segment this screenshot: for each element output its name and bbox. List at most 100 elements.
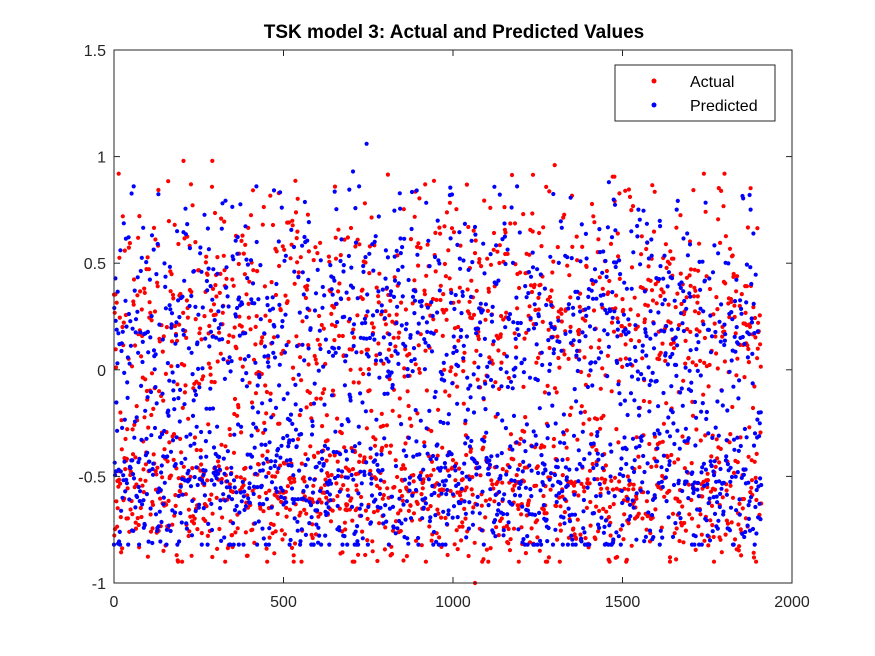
data-point xyxy=(424,200,429,205)
data-point xyxy=(576,296,581,301)
data-point xyxy=(483,407,488,412)
data-point xyxy=(147,459,152,464)
data-point xyxy=(729,358,734,363)
data-point xyxy=(327,259,332,264)
data-point xyxy=(587,324,593,329)
data-point xyxy=(718,446,723,451)
data-point xyxy=(304,405,309,410)
data-point xyxy=(557,365,562,370)
data-point xyxy=(215,546,220,552)
data-point xyxy=(313,357,318,362)
data-point xyxy=(133,317,139,322)
data-point xyxy=(406,403,411,409)
data-point xyxy=(220,201,225,206)
data-point xyxy=(132,419,138,424)
data-point xyxy=(660,341,665,346)
data-point xyxy=(282,496,287,501)
data-point xyxy=(461,258,466,263)
data-point xyxy=(362,201,367,206)
data-point xyxy=(678,516,683,521)
data-point xyxy=(336,473,341,479)
data-point xyxy=(189,350,194,355)
data-point xyxy=(260,453,265,458)
data-point xyxy=(405,389,410,394)
data-point xyxy=(508,444,513,449)
data-point xyxy=(468,294,474,299)
data-point xyxy=(152,309,158,314)
data-point xyxy=(383,322,388,327)
data-point xyxy=(194,424,199,429)
data-point xyxy=(123,436,128,442)
data-point xyxy=(262,344,267,349)
data-point xyxy=(683,338,688,343)
data-point xyxy=(546,555,552,560)
data-point xyxy=(746,360,752,365)
data-point xyxy=(532,512,538,518)
data-point xyxy=(538,488,543,493)
data-point xyxy=(280,319,285,324)
data-point xyxy=(472,224,478,230)
data-point xyxy=(591,441,596,446)
data-point xyxy=(628,307,633,312)
data-point xyxy=(402,374,407,379)
data-point xyxy=(263,383,268,388)
data-point xyxy=(198,251,203,256)
data-point xyxy=(482,439,487,444)
data-point xyxy=(288,256,293,261)
data-point xyxy=(127,497,132,502)
data-point xyxy=(362,469,367,474)
data-point xyxy=(671,340,676,345)
data-point xyxy=(495,249,500,254)
data-point xyxy=(140,502,145,507)
data-point xyxy=(192,441,197,446)
data-point xyxy=(494,525,499,530)
data-point xyxy=(537,548,542,553)
data-point xyxy=(594,296,599,301)
data-point xyxy=(510,260,516,265)
data-point xyxy=(558,440,563,445)
data-point xyxy=(149,233,155,238)
data-point xyxy=(384,519,389,524)
data-point xyxy=(198,245,203,250)
data-point xyxy=(195,527,200,532)
data-point xyxy=(534,342,539,347)
data-point xyxy=(230,277,235,282)
data-point xyxy=(566,506,571,511)
data-point xyxy=(418,332,423,337)
data-point xyxy=(383,309,388,314)
data-point xyxy=(606,490,611,495)
data-point xyxy=(485,374,490,379)
data-point xyxy=(209,478,214,483)
data-point xyxy=(749,316,754,321)
data-point xyxy=(707,496,712,501)
data-point xyxy=(320,391,325,396)
data-point xyxy=(227,333,232,338)
data-point xyxy=(133,455,138,460)
data-point xyxy=(699,532,704,537)
data-point xyxy=(412,298,418,303)
data-point xyxy=(370,313,376,318)
data-point xyxy=(201,374,206,379)
data-point xyxy=(568,324,573,329)
data-point xyxy=(591,510,597,516)
data-point xyxy=(307,390,312,395)
data-point xyxy=(386,369,391,374)
data-point xyxy=(674,373,679,378)
data-point xyxy=(181,332,186,337)
data-point xyxy=(301,292,306,297)
data-point xyxy=(553,527,558,532)
data-point xyxy=(138,477,143,482)
data-point xyxy=(535,378,540,383)
data-point xyxy=(253,324,258,329)
data-point xyxy=(244,384,249,389)
data-point xyxy=(206,361,211,366)
data-point xyxy=(600,270,605,275)
data-point xyxy=(322,402,327,407)
data-point xyxy=(180,294,185,299)
data-point xyxy=(503,230,508,235)
data-point xyxy=(487,497,493,502)
data-point xyxy=(718,466,723,472)
data-point xyxy=(589,360,594,365)
data-point xyxy=(306,277,311,282)
data-point xyxy=(496,348,501,353)
